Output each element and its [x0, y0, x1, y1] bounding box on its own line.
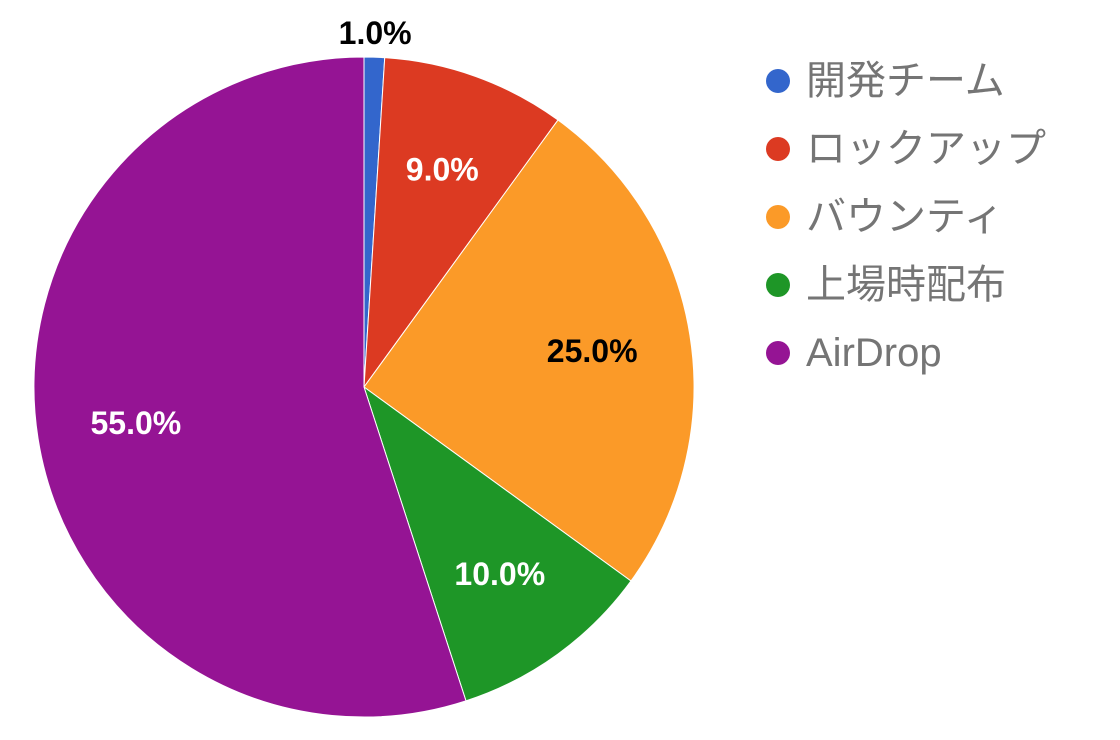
legend-label-4: 上場時配布 [806, 263, 1006, 307]
legend-marker-2 [766, 137, 790, 161]
pie-slice-4[interactable] [363, 385, 632, 702]
slice-label-5: 55.0% [90, 405, 181, 441]
slice-label-1: 1.0% [339, 15, 412, 51]
legend-label-1: 開発チーム [806, 59, 1005, 103]
pie-slice-5[interactable] [33, 56, 467, 718]
legend-marker-3 [766, 205, 790, 229]
slice-label-2: 9.0% [406, 152, 479, 188]
legend-marker-4 [766, 273, 790, 297]
legend-label-5: AirDrop [806, 331, 942, 375]
legend-marker-1 [766, 69, 790, 93]
legend-marker-5 [766, 341, 790, 365]
slice-label-4: 10.0% [454, 556, 545, 592]
legend-label-2: ロックアップ [806, 127, 1046, 171]
pie-slice-3[interactable] [363, 119, 695, 582]
legend-label-3: バウンティ [806, 195, 1004, 239]
slice-labels: 1.0% 9.0% 25.0% 10.0% 55.0% [90, 15, 637, 592]
slice-label-3: 25.0% [547, 333, 638, 369]
pie-slice-2[interactable] [363, 57, 559, 389]
pie-slices [33, 56, 695, 718]
